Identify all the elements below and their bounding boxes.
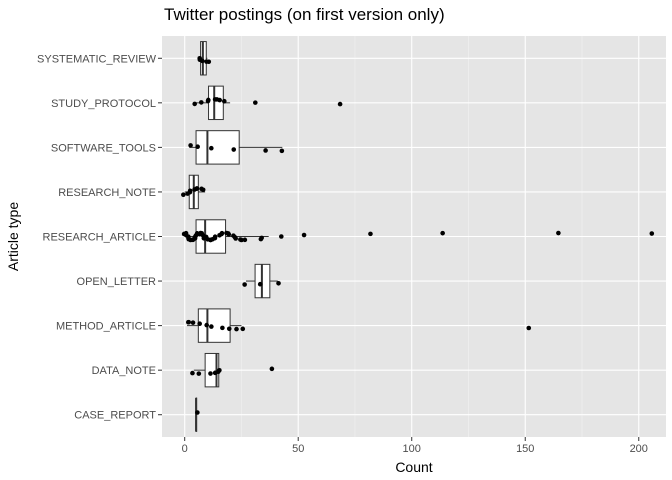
data-point-open-letter bbox=[242, 282, 247, 287]
boxplot-case-report bbox=[195, 397, 198, 432]
box bbox=[208, 85, 224, 121]
data-point-method-article bbox=[186, 319, 192, 325]
data-point-software-tools bbox=[188, 143, 193, 148]
boxplot-software-tools bbox=[189, 130, 283, 165]
data-point-software-tools bbox=[263, 148, 268, 153]
data-point-research-article bbox=[301, 232, 307, 238]
x-tick-label: 150 bbox=[516, 443, 534, 455]
data-point-research-article bbox=[259, 235, 264, 241]
y-tick-label: SYSTEMATIC_REVIEW bbox=[37, 53, 157, 65]
data-point-study-protocol bbox=[217, 97, 223, 103]
boxplot-open-letter bbox=[246, 263, 278, 299]
data-point-open-letter bbox=[276, 280, 281, 286]
grid-lines bbox=[162, 36, 666, 437]
data-point-software-tools bbox=[279, 148, 285, 154]
data-point-research-article bbox=[279, 234, 284, 239]
data-point-method-article bbox=[220, 325, 225, 331]
data-point-software-tools bbox=[209, 145, 214, 151]
data-point-research-article bbox=[556, 230, 561, 236]
x-axis-ticks: 0 50 100 150 200 bbox=[182, 437, 648, 455]
data-point-research-article bbox=[239, 237, 244, 243]
data-point-case-report bbox=[195, 410, 200, 415]
data-point-data-note bbox=[190, 370, 195, 376]
data-point-data-note bbox=[269, 366, 275, 372]
data-point-research-article bbox=[194, 231, 200, 236]
x-tick-label: 50 bbox=[292, 443, 304, 455]
data-point-method-article bbox=[240, 326, 246, 332]
box bbox=[195, 130, 240, 165]
data-point-method-article bbox=[204, 322, 210, 328]
data-point-research-article bbox=[219, 230, 225, 236]
data-point-research-article bbox=[212, 234, 218, 240]
data-point-software-tools bbox=[195, 144, 200, 150]
y-tick-label: RESEARCH_NOTE bbox=[58, 187, 156, 199]
data-point-method-article bbox=[190, 320, 196, 325]
y-tick-label: RESEARCH_ARTICLE bbox=[43, 232, 157, 244]
y-axis-title: Article type bbox=[5, 202, 21, 271]
y-tick-label: STUDY_PROTOCOL bbox=[51, 98, 156, 110]
data-point-method-article bbox=[526, 325, 532, 331]
box bbox=[197, 308, 231, 343]
y-tick-label: OPEN_LETTER bbox=[77, 276, 157, 288]
data-point-data-note bbox=[208, 371, 213, 376]
y-tick-label: CASE_REPORT bbox=[74, 410, 156, 422]
data-point-method-article bbox=[209, 324, 214, 329]
chart-title: Twitter postings (on first version only) bbox=[164, 5, 445, 24]
x-tick-label: 0 bbox=[182, 443, 188, 455]
y-tick-label: METHOD_ARTICLE bbox=[56, 321, 156, 333]
data-point-study-protocol bbox=[198, 100, 204, 105]
data-point-study-protocol bbox=[253, 100, 258, 105]
boxplot-layer bbox=[184, 41, 283, 432]
data-point-study-protocol bbox=[206, 97, 211, 103]
data-point-systematic-review bbox=[206, 59, 212, 65]
data-point-research-note bbox=[200, 187, 206, 193]
data-point-research-note bbox=[194, 186, 200, 191]
data-point-research-article bbox=[649, 231, 655, 236]
data-point-research-article bbox=[226, 232, 232, 237]
data-point-systematic-review bbox=[199, 58, 205, 64]
y-axis-ticks: SYSTEMATIC_REVIEW STUDY_PROTOCOL SOFTWARE_… bbox=[37, 53, 162, 422]
jitter-points-layer bbox=[181, 55, 655, 415]
data-point-research-article bbox=[233, 236, 238, 241]
boxplot-data-note bbox=[193, 352, 220, 388]
data-point-study-protocol bbox=[221, 98, 227, 104]
data-point-research-article bbox=[440, 230, 445, 236]
data-point-study-protocol bbox=[337, 101, 343, 107]
data-point-data-note bbox=[196, 371, 202, 376]
x-axis-title: Count bbox=[395, 459, 432, 475]
boxplot-method-article bbox=[186, 308, 242, 343]
data-point-data-note bbox=[217, 367, 222, 373]
data-point-method-article bbox=[197, 321, 202, 327]
data-point-method-article bbox=[226, 326, 232, 332]
y-tick-label: DATA_NOTE bbox=[92, 365, 156, 377]
data-point-research-article bbox=[242, 237, 248, 243]
data-point-open-letter bbox=[257, 281, 263, 287]
data-point-method-article bbox=[234, 326, 239, 332]
boxplot-research-note bbox=[184, 174, 206, 210]
x-tick-label: 200 bbox=[630, 443, 648, 455]
x-tick-label: 100 bbox=[403, 443, 421, 455]
y-tick-label: SOFTWARE_TOOLS bbox=[51, 142, 156, 154]
data-point-research-article bbox=[201, 235, 207, 241]
data-point-study-protocol bbox=[192, 101, 197, 107]
data-point-research-note bbox=[181, 192, 186, 198]
data-point-research-note bbox=[187, 188, 193, 194]
data-point-research-article bbox=[368, 231, 373, 237]
data-point-software-tools bbox=[231, 147, 237, 152]
